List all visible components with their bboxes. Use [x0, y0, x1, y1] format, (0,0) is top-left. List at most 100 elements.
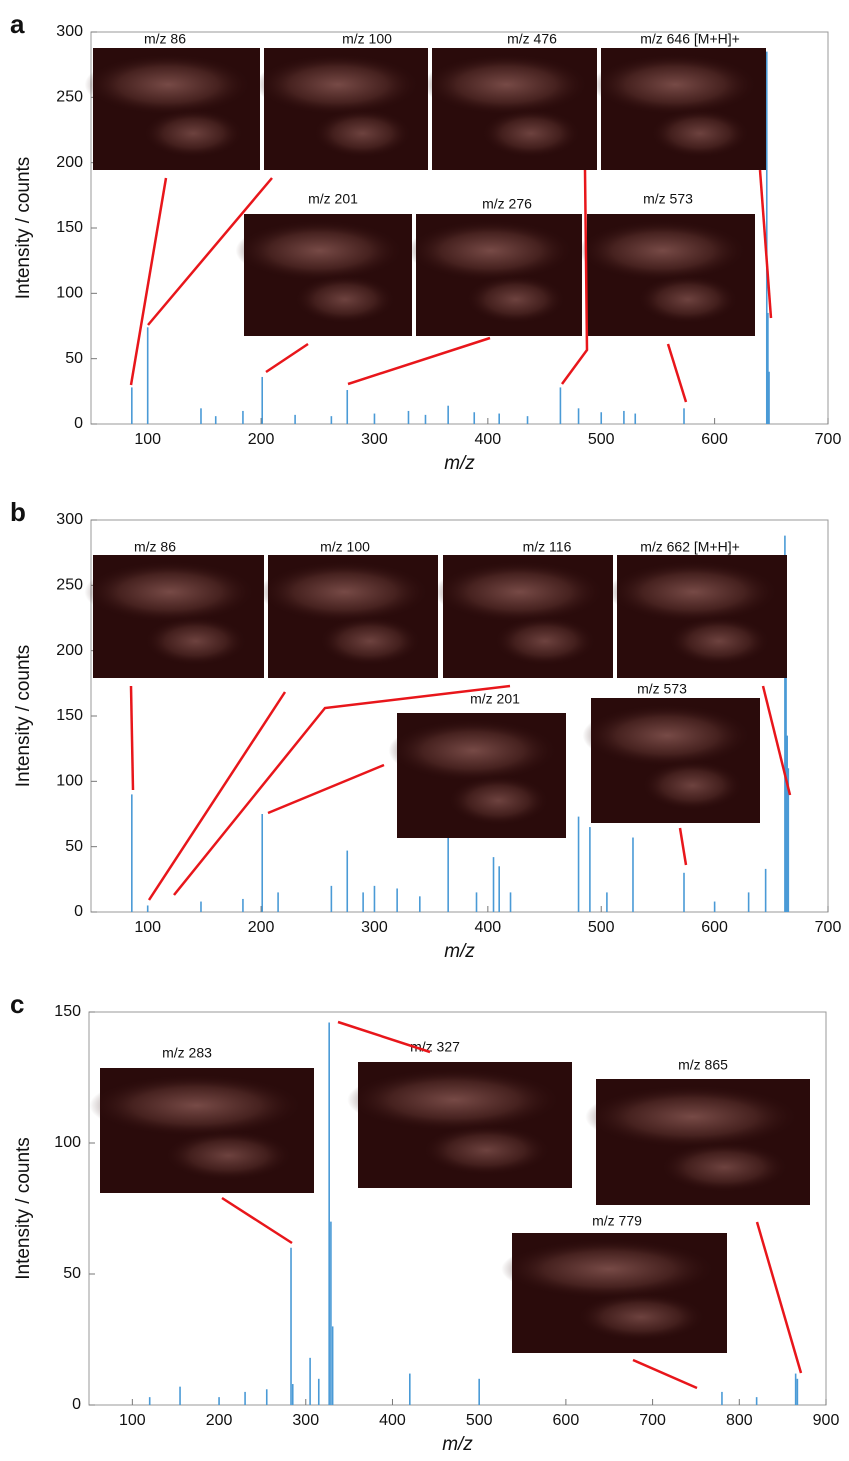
inset-tissue	[641, 760, 744, 811]
inset-label: m/z 201	[308, 191, 358, 207]
connector	[173, 684, 511, 896]
connector	[147, 177, 273, 326]
x-tick-label: 800	[726, 1412, 753, 1429]
connector	[337, 1020, 431, 1054]
connector	[761, 685, 792, 796]
inset-tissue	[637, 275, 739, 324]
y-tick-label: 250	[56, 577, 83, 594]
y-tick-label: 0	[74, 415, 83, 432]
x-axis-label: m/z	[444, 941, 475, 962]
inset-tissue	[465, 275, 566, 324]
panel: b 0 50 100 150 200 250 300 100 200 300 400 500 600 700…	[10, 497, 841, 962]
inset-tissue	[84, 54, 252, 116]
inset-tissue	[259, 561, 430, 623]
panel: c 0 50 100 150 100 200 300 400 500 600 700 800 900 Int…	[10, 989, 839, 1455]
x-tick-label: 200	[248, 431, 275, 448]
x-tick-label: 400	[379, 1412, 406, 1429]
x-tick-label: 600	[701, 431, 728, 448]
x-tick-label: 400	[474, 431, 501, 448]
inset-label: m/z 276	[482, 196, 532, 212]
connector	[678, 827, 688, 866]
inset-label: m/z 779	[592, 1213, 642, 1229]
inset-tissue	[447, 775, 550, 826]
inset-label: m/z 476	[507, 31, 557, 47]
panel-label: c	[10, 989, 24, 1019]
inset-tissue	[660, 1142, 789, 1193]
connector	[221, 1196, 293, 1245]
inset-tissue	[501, 1239, 717, 1299]
panel-label: a	[10, 9, 25, 39]
inset-label: m/z 201	[470, 691, 520, 707]
y-tick-label: 100	[56, 773, 83, 790]
connector	[666, 343, 688, 403]
x-tick-label: 700	[815, 431, 842, 448]
x-axis-label: m/z	[442, 1434, 473, 1455]
inset-tissue	[235, 220, 404, 282]
y-tick-label: 100	[54, 1134, 81, 1151]
x-tick-label: 100	[119, 1412, 146, 1429]
y-tick-label: 0	[72, 1396, 81, 1413]
connector	[758, 169, 773, 319]
inset-label: m/z 100	[320, 539, 370, 555]
inset-label: m/z 865	[678, 1057, 728, 1073]
inset-tissue	[578, 220, 747, 282]
inset-tissue	[576, 1293, 706, 1341]
inset-label: m/z 662 [M+H]+	[640, 539, 740, 555]
y-tick-label: 0	[74, 903, 83, 920]
inset-tissue	[255, 54, 420, 116]
x-tick-label: 600	[701, 919, 728, 936]
connector	[755, 1221, 803, 1374]
inset-tissue	[407, 220, 574, 282]
x-tick-label: 700	[639, 1412, 666, 1429]
y-tick-label: 200	[56, 154, 83, 171]
x-tick-label: 100	[134, 919, 161, 936]
x-tick-label: 700	[815, 919, 842, 936]
inset-label: m/z 86	[144, 31, 186, 47]
x-tick-label: 400	[474, 919, 501, 936]
x-axis-label: m/z	[444, 453, 475, 474]
y-tick-label: 150	[56, 219, 83, 236]
connector	[267, 763, 385, 815]
inset-tissue	[434, 561, 605, 623]
y-axis-label: Intensity / counts	[13, 645, 34, 788]
x-tick-label: 500	[588, 431, 615, 448]
inset-tissue	[347, 1068, 562, 1132]
inset-label: m/z 646 [M+H]+	[640, 31, 740, 47]
inset-tissue	[144, 616, 247, 666]
y-tick-label: 150	[54, 1003, 81, 1020]
y-tick-label: 50	[65, 838, 83, 855]
inset-label: m/z 283	[162, 1045, 212, 1061]
inset-label: m/z 573	[643, 191, 693, 207]
y-tick-label: 50	[65, 350, 83, 367]
x-tick-label: 300	[361, 431, 388, 448]
connector	[129, 685, 135, 791]
y-tick-label: 150	[56, 707, 83, 724]
x-tick-label: 500	[466, 1412, 493, 1429]
x-tick-label: 300	[292, 1412, 319, 1429]
inset-tissue	[481, 108, 581, 158]
connector	[632, 1358, 698, 1390]
inset-tissue	[592, 54, 758, 116]
inset-label: m/z 573	[637, 681, 687, 697]
y-tick-label: 50	[63, 1265, 81, 1282]
inset-tissue	[422, 1125, 551, 1176]
x-tick-label: 300	[361, 919, 388, 936]
plot-frame	[88, 1011, 827, 1406]
inset-tissue	[319, 616, 421, 666]
panel: a 0 50 100 150 200 250 300 100 200 300 400 500 600 700…	[10, 9, 841, 474]
connector	[560, 169, 589, 385]
y-tick-label: 100	[56, 285, 83, 302]
inset-tissue	[313, 108, 412, 158]
y-tick-label: 300	[56, 23, 83, 40]
inset-tissue	[84, 561, 256, 623]
inset-tissue	[494, 616, 596, 666]
x-tick-label: 100	[134, 431, 161, 448]
connector	[347, 336, 491, 386]
connector	[147, 691, 287, 901]
inset-tissue	[650, 108, 750, 158]
connector	[265, 342, 309, 374]
x-tick-label: 500	[588, 919, 615, 936]
inset-tissue	[608, 561, 779, 623]
inset-tissue	[89, 1074, 304, 1137]
